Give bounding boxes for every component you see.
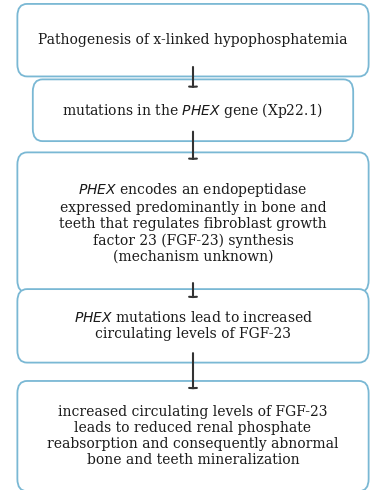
Text: $\mathit{PHEX}$ mutations lead to increased
circulating levels of FGF-23: $\mathit{PHEX}$ mutations lead to increa… (73, 310, 313, 342)
FancyBboxPatch shape (17, 4, 369, 76)
FancyBboxPatch shape (17, 152, 369, 293)
FancyBboxPatch shape (17, 289, 369, 363)
Text: increased circulating levels of FGF-23
leads to reduced renal phosphate
reabsorp: increased circulating levels of FGF-23 l… (47, 405, 339, 467)
Text: Pathogenesis of x-linked hypophosphatemia: Pathogenesis of x-linked hypophosphatemi… (38, 33, 348, 47)
Text: $\mathit{PHEX}$ encodes an endopeptidase
expressed predominantly in bone and
tee: $\mathit{PHEX}$ encodes an endopeptidase… (59, 181, 327, 264)
Text: mutations in the $\mathit{PHEX}$ gene (Xp22.1): mutations in the $\mathit{PHEX}$ gene (X… (63, 101, 323, 120)
FancyBboxPatch shape (17, 381, 369, 490)
FancyBboxPatch shape (33, 79, 353, 141)
